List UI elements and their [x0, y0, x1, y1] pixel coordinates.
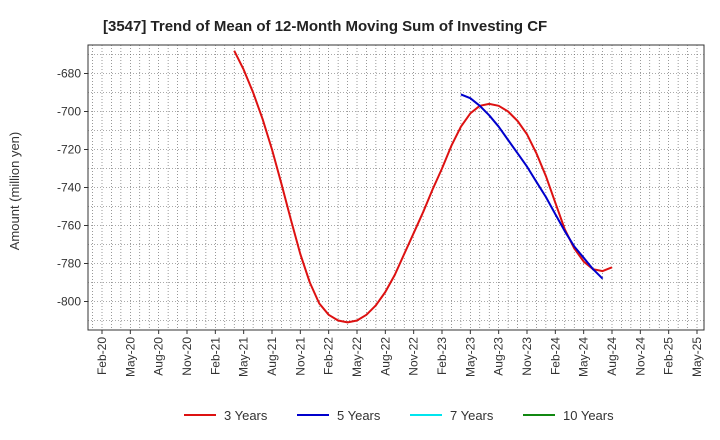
x-tick-label: Nov-24 [633, 337, 647, 376]
legend: 3 Years 5 Years 7 Years 10 Years [184, 408, 614, 423]
y-tick-label: -700 [57, 105, 81, 119]
x-tick-label: Aug-21 [265, 337, 279, 376]
legend-label-10-years: 10 Years [563, 408, 614, 423]
series-line-5-years [460, 93, 604, 280]
x-tick-label: Nov-23 [520, 337, 534, 376]
x-tick-label: Feb-23 [435, 337, 449, 375]
x-tick-label: Nov-21 [293, 337, 307, 376]
series-line-3-years [233, 50, 613, 324]
x-axis-ticks: Feb-20 May-20 Aug-20 Nov-20 Feb-21 May-21 Aug-… [95, 330, 704, 377]
x-tick-label: Nov-22 [407, 337, 421, 376]
y-tick-label: -800 [57, 295, 81, 309]
y-axis-ticks: -680 -700 -720 -740 -760 -780 -800 [57, 67, 88, 309]
x-tick-label: Nov-20 [180, 337, 194, 376]
x-tick-label: Aug-24 [605, 337, 619, 376]
grid [88, 45, 704, 330]
x-tick-label: May-21 [237, 337, 251, 377]
x-tick-label: May-22 [350, 337, 364, 377]
plot-area [87, 44, 705, 331]
x-tick-label: Feb-22 [322, 337, 336, 375]
x-tick-label: May-23 [463, 337, 477, 377]
plot-frame [87, 44, 705, 331]
x-tick-label: Feb-20 [95, 337, 109, 375]
x-tick-label: Aug-22 [378, 337, 392, 376]
x-tick-label: Feb-24 [548, 337, 562, 375]
x-tick-label: Aug-20 [152, 337, 166, 376]
legend-label-5-years: 5 Years [337, 408, 381, 423]
legend-label-3-years: 3 Years [224, 408, 268, 423]
series-lines [233, 50, 613, 324]
chart-title: [3547] Trend of Mean of 12-Month Moving … [103, 18, 547, 35]
legend-label-7-years: 7 Years [450, 408, 494, 423]
x-tick-label: Feb-21 [208, 337, 222, 375]
y-tick-label: -720 [57, 143, 81, 157]
y-axis-label: Amount (million yen) [7, 132, 22, 251]
x-tick-label: Aug-23 [492, 337, 506, 376]
x-tick-label: May-25 [690, 337, 704, 377]
y-tick-label: -760 [57, 219, 81, 233]
y-tick-label: -780 [57, 257, 81, 271]
x-tick-label: May-20 [123, 337, 137, 377]
x-tick-label: May-24 [577, 337, 591, 377]
y-tick-label: -680 [57, 67, 81, 81]
y-tick-label: -740 [57, 181, 81, 195]
x-tick-label: Feb-25 [662, 337, 676, 375]
